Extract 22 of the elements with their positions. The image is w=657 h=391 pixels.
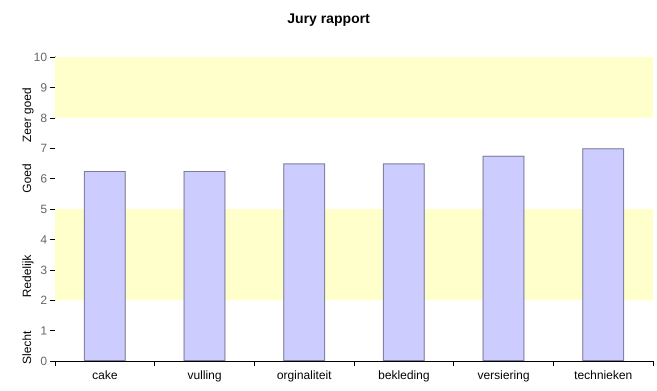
band-label: Redelijk: [20, 254, 34, 298]
x-tick-label: cake: [92, 368, 118, 382]
band-label: Zeer goed: [20, 87, 34, 142]
y-tick-label: 5: [40, 202, 48, 216]
chart-title: Jury rapport: [287, 10, 370, 26]
y-tick-label: 2: [40, 293, 48, 308]
band-label: Goed: [20, 163, 34, 193]
x-tick-label: orginaliteit: [276, 368, 332, 382]
x-tick-label: technieken: [574, 368, 632, 382]
x-tick-label: bekleding: [378, 368, 430, 382]
y-tick-label: 6: [40, 172, 48, 186]
x-tick-label: versiering: [477, 368, 530, 382]
y-tick-label: 10: [34, 50, 48, 64]
y-tick-label: 4: [40, 232, 48, 246]
y-tick-label: 3: [40, 262, 48, 277]
y-tick-label: 8: [40, 110, 48, 125]
y-tick-label: 0: [40, 354, 48, 368]
y-tick-label: 7: [40, 141, 48, 156]
y-tick-label: 9: [40, 80, 48, 94]
x-tick-label: vulling: [187, 368, 222, 382]
band-label: Slecht: [20, 330, 34, 364]
y-tick-label: 1: [40, 324, 48, 338]
